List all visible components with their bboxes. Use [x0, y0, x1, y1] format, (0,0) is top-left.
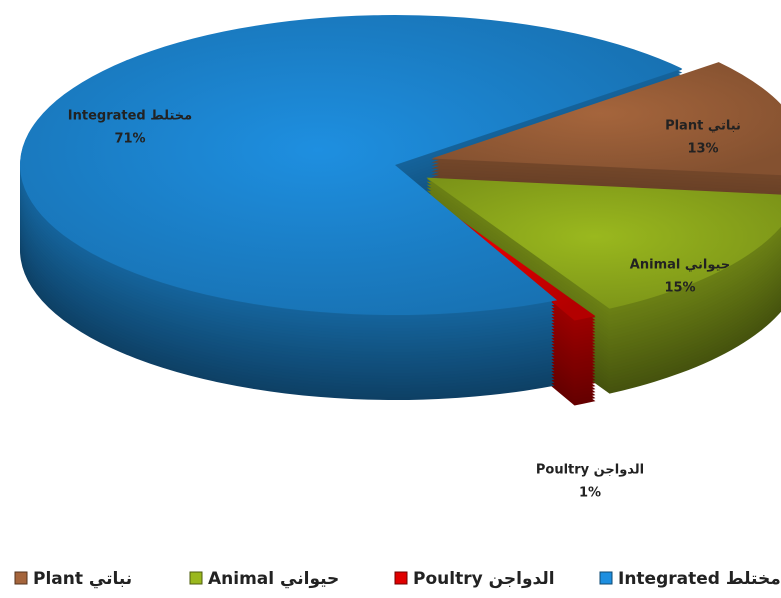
legend-swatch [189, 571, 203, 585]
slice [431, 62, 781, 176]
legend-label: Animal حيواني [208, 569, 339, 589]
legend-swatch [14, 571, 28, 585]
data-label-value: 1% [579, 486, 601, 501]
slice [19, 15, 683, 316]
legend-label: Integrated مختلط [618, 569, 781, 589]
slice [426, 177, 781, 309]
data-label-value: 15% [664, 281, 695, 296]
legend-label: Poultry الدواجن [413, 569, 555, 589]
legend-label: Plant نباتي [33, 569, 132, 589]
data-label-name: Integrated مختلط [68, 109, 192, 124]
data-label-value: 71% [114, 132, 145, 147]
data-label-name: Poultry الدواجن [536, 463, 644, 478]
legend-swatch [394, 571, 408, 585]
data-label-value: 13% [687, 142, 718, 157]
data-label-name: Animal حيواني [630, 258, 730, 273]
legend-swatch [599, 571, 613, 585]
data-label-name: Plant نباتي [665, 119, 741, 134]
